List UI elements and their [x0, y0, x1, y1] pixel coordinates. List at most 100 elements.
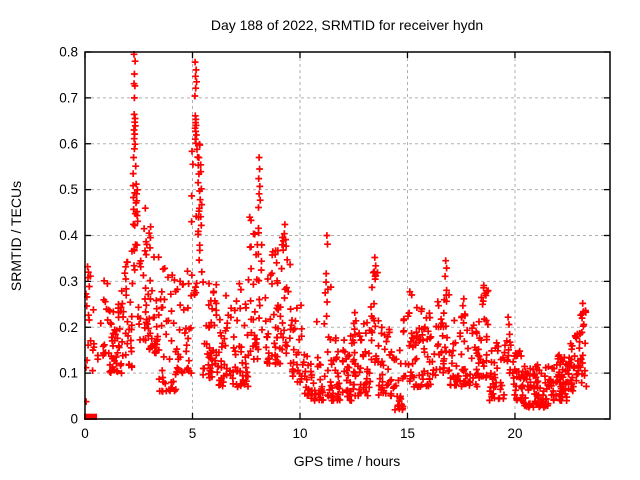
data-point-marker: [118, 287, 126, 295]
data-point-marker: [308, 371, 316, 379]
data-point-marker: [133, 212, 141, 219]
data-point-marker: [274, 279, 281, 287]
data-point-marker: [140, 225, 148, 233]
data-point-marker: [582, 307, 589, 314]
data-point-marker: [375, 391, 383, 399]
data-point-marker: [130, 135, 138, 143]
data-point-marker: [271, 340, 278, 347]
data-point-marker: [268, 269, 276, 277]
data-point-marker: [145, 315, 153, 322]
data-point-marker: [176, 353, 184, 361]
data-point-marker: [153, 323, 161, 331]
data-point-marker: [417, 307, 425, 315]
data-point-marker: [450, 375, 458, 383]
data-point-marker: [381, 345, 389, 353]
data-point-marker: [193, 131, 200, 139]
data-point-marker: [324, 348, 332, 356]
data-point-marker: [224, 311, 232, 319]
data-point-marker: [176, 277, 184, 285]
data-point-marker: [117, 360, 125, 368]
data-point-marker: [344, 352, 352, 360]
data-point-marker: [379, 371, 386, 378]
data-point-marker: [517, 352, 525, 360]
data-point-marker: [131, 94, 138, 102]
data-point-marker: [364, 392, 372, 400]
data-point-marker: [294, 349, 302, 356]
data-point-marker: [247, 243, 255, 251]
data-point-marker: [479, 372, 487, 380]
data-point-marker: [512, 386, 519, 394]
data-point-marker: [120, 308, 127, 316]
data-point-marker: [450, 317, 458, 324]
data-point-marker: [155, 375, 163, 383]
data-point-marker: [550, 396, 557, 404]
y-tick-label: 0.7: [59, 90, 78, 105]
y-axis-label: SRMTID / TECUs: [8, 181, 24, 291]
data-point-marker: [460, 338, 468, 345]
data-point-marker: [257, 266, 265, 274]
data-point-marker: [484, 321, 492, 328]
data-point-marker: [189, 160, 197, 168]
data-point-marker: [131, 70, 138, 78]
data-point-marker: [407, 338, 415, 345]
data-point-marker: [89, 367, 96, 374]
data-point-marker: [324, 240, 331, 248]
data-point-marker: [128, 247, 136, 255]
data-point-marker: [114, 368, 121, 376]
data-point-marker: [497, 379, 504, 387]
data-point-marker: [137, 263, 145, 271]
data-point-marker: [523, 376, 530, 383]
data-point-marker: [410, 334, 418, 342]
data-point-marker: [491, 371, 498, 378]
data-point-marker: [426, 309, 433, 317]
data-point-marker: [547, 377, 554, 385]
data-point-marker: [232, 351, 239, 358]
data-point-marker: [160, 378, 167, 386]
data-point-square: [84, 413, 92, 420]
data-point-marker: [199, 278, 207, 286]
data-point-marker: [126, 298, 134, 306]
data-point-marker: [244, 331, 251, 339]
data-point-marker: [255, 296, 263, 303]
data-point-marker: [358, 336, 365, 344]
data-point-marker: [220, 372, 228, 380]
data-point-marker: [205, 280, 213, 287]
data-point-marker: [122, 275, 130, 283]
data-point-marker: [385, 326, 393, 333]
data-point-marker: [303, 376, 311, 383]
data-point-marker: [256, 196, 264, 204]
data-point-marker: [400, 372, 408, 380]
data-point-marker: [237, 382, 245, 390]
data-point-marker: [167, 385, 175, 392]
data-point-marker: [167, 290, 175, 298]
data-point-marker: [142, 308, 149, 316]
data-point-marker: [258, 257, 265, 265]
data-point-marker: [387, 392, 395, 399]
data-point-marker: [300, 351, 308, 359]
data-point-marker: [501, 349, 508, 356]
data-point-marker: [156, 387, 164, 395]
data-point-marker: [323, 232, 331, 239]
data-point-marker: [365, 383, 373, 391]
data-point-marker: [536, 384, 544, 392]
data-point-marker: [152, 349, 160, 357]
y-tick-label: 0: [70, 412, 78, 427]
data-point-marker: [527, 378, 534, 386]
data-point-marker: [199, 365, 207, 372]
data-point-marker: [487, 373, 494, 381]
data-point-marker: [84, 341, 92, 349]
data-point-marker: [231, 363, 239, 371]
data-point-marker: [196, 141, 204, 149]
data-point-marker: [135, 320, 143, 328]
data-point-marker: [489, 390, 497, 398]
data-point-marker: [197, 222, 205, 229]
data-point-marker: [578, 310, 586, 318]
data-point-marker: [384, 365, 392, 373]
data-point-marker: [254, 355, 261, 363]
data-point-marker: [270, 311, 278, 318]
data-point-marker: [206, 344, 213, 352]
data-point-marker: [244, 383, 252, 390]
data-point-marker: [368, 356, 375, 363]
data-point-marker: [246, 213, 254, 221]
